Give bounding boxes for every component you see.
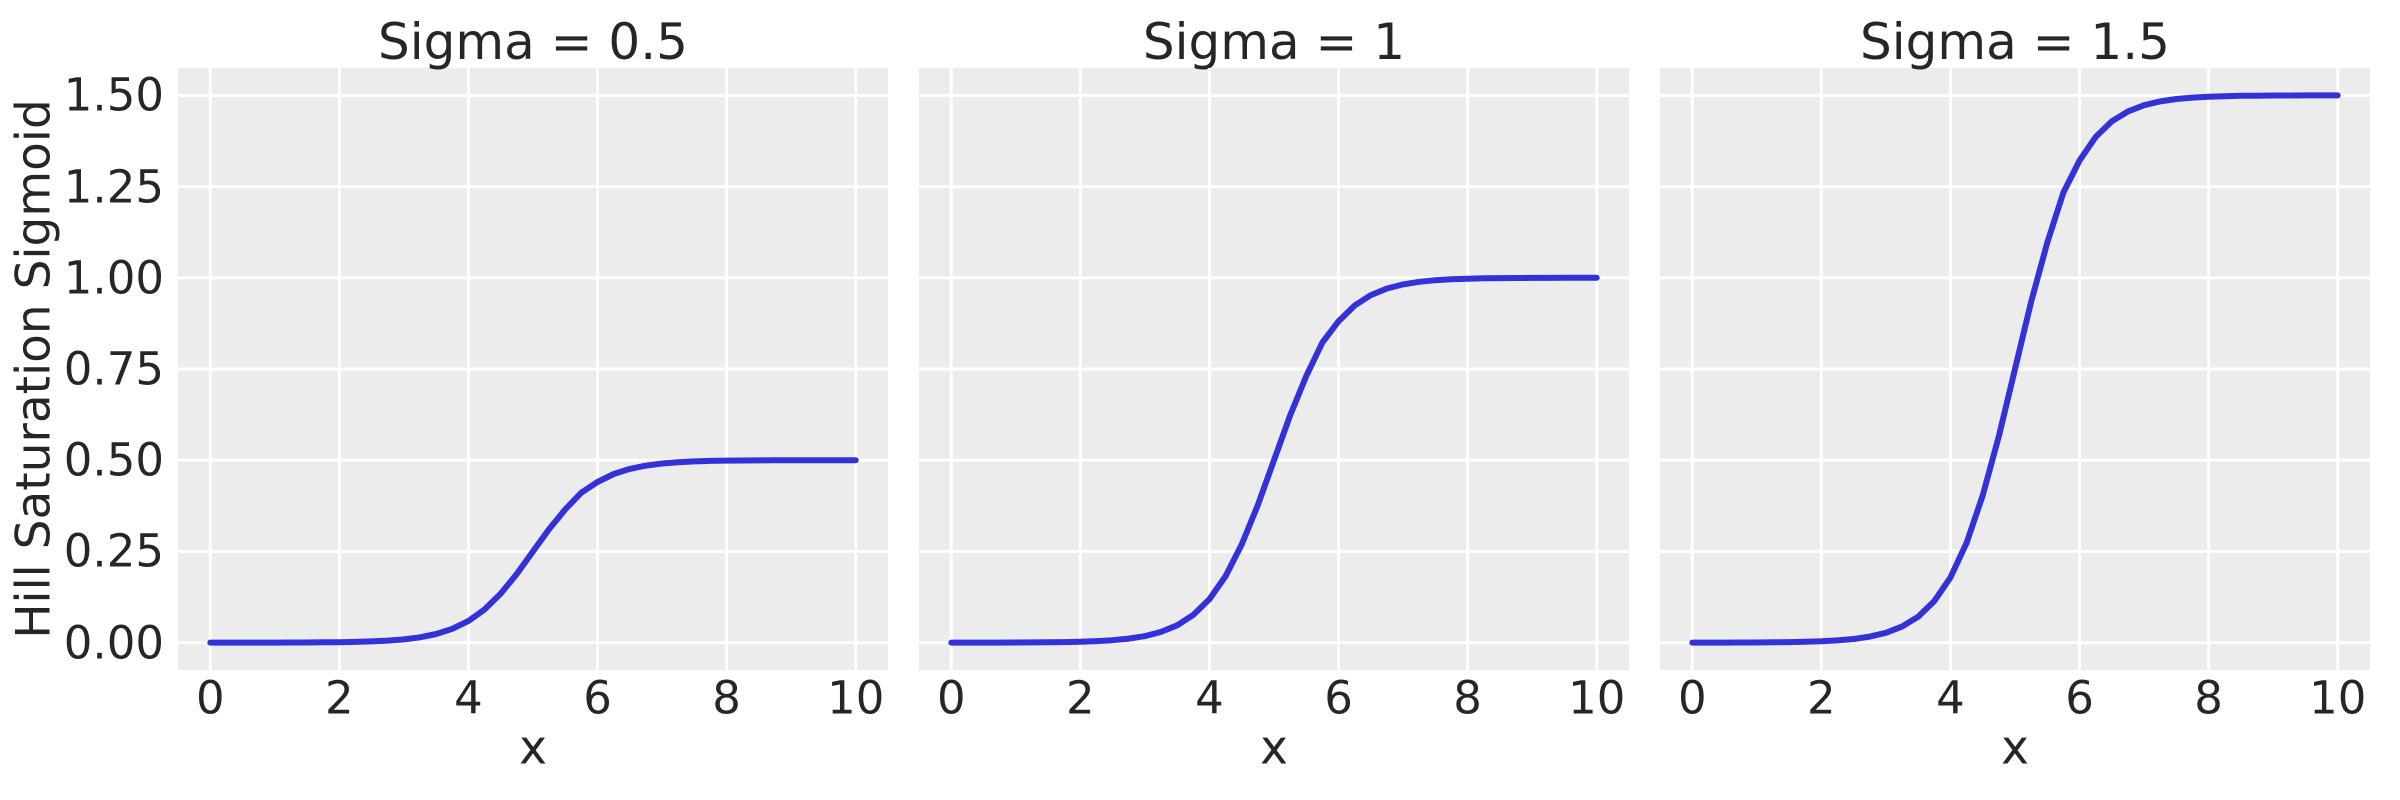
subplot-sigma-1: Sigma = 1 x 0 2 4 6 8 10: [919, 17, 1629, 772]
x-tick-label: 6: [1324, 671, 1353, 725]
x-tick-label: 4: [454, 671, 483, 725]
subplot-title: Sigma = 0.5: [378, 13, 688, 71]
sigmoid-curve: [207, 457, 859, 646]
x-axis-label: x: [519, 720, 547, 776]
y-tick-label: 0.50: [63, 433, 164, 487]
sigmoid-curve: [1689, 92, 2341, 646]
sigmoid-curve: [948, 274, 1600, 646]
x-tick-label: 8: [712, 671, 741, 725]
x-tick-label: 0: [936, 671, 966, 725]
x-tick-label: 2: [1066, 671, 1095, 725]
y-tick-label: 1.25: [63, 160, 164, 214]
x-tick-label: 8: [2194, 671, 2223, 725]
y-tick-label: 0.25: [63, 524, 164, 578]
plot-area: [919, 68, 1629, 670]
plot-area: [178, 68, 888, 670]
y-tick-label: 0.00: [63, 616, 164, 670]
x-tick-label: 10: [1568, 671, 1626, 725]
x-tick-label: 0: [195, 671, 225, 725]
subplot-title: Sigma = 1.5: [1860, 13, 2170, 71]
x-tick-label: 10: [827, 671, 885, 725]
y-axis-label: Hill Saturation Sigmoid: [6, 99, 62, 639]
y-tick-label: 1.00: [63, 251, 164, 305]
y-tick-label: 0.75: [63, 342, 164, 396]
x-tick-label: 2: [325, 671, 354, 725]
x-tick-label: 4: [1936, 671, 1965, 725]
x-tick-label: 6: [2065, 671, 2094, 725]
x-tick-label: 8: [1453, 671, 1482, 725]
subplot-sigma-0.5: Sigma = 0.5 x 0 2 4 6 8 10 0.00 0.25 0.50 0.75 1.0…: [64, 17, 888, 772]
subplot-title: Sigma = 1: [1142, 13, 1406, 71]
x-axis-label: x: [2001, 720, 2029, 776]
y-tick-label: 1.50: [63, 68, 164, 122]
x-axis-label: x: [1260, 720, 1288, 776]
plot-area: [1660, 68, 2370, 670]
x-tick-label: 10: [2309, 671, 2367, 725]
x-tick-label: 6: [583, 671, 612, 725]
x-tick-label: 4: [1195, 671, 1224, 725]
x-tick-label: 0: [1677, 671, 1707, 725]
x-tick-label: 2: [1807, 671, 1836, 725]
subplot-sigma-1.5: Sigma = 1.5 x 0 2 4 6 8 10: [1660, 17, 2370, 772]
